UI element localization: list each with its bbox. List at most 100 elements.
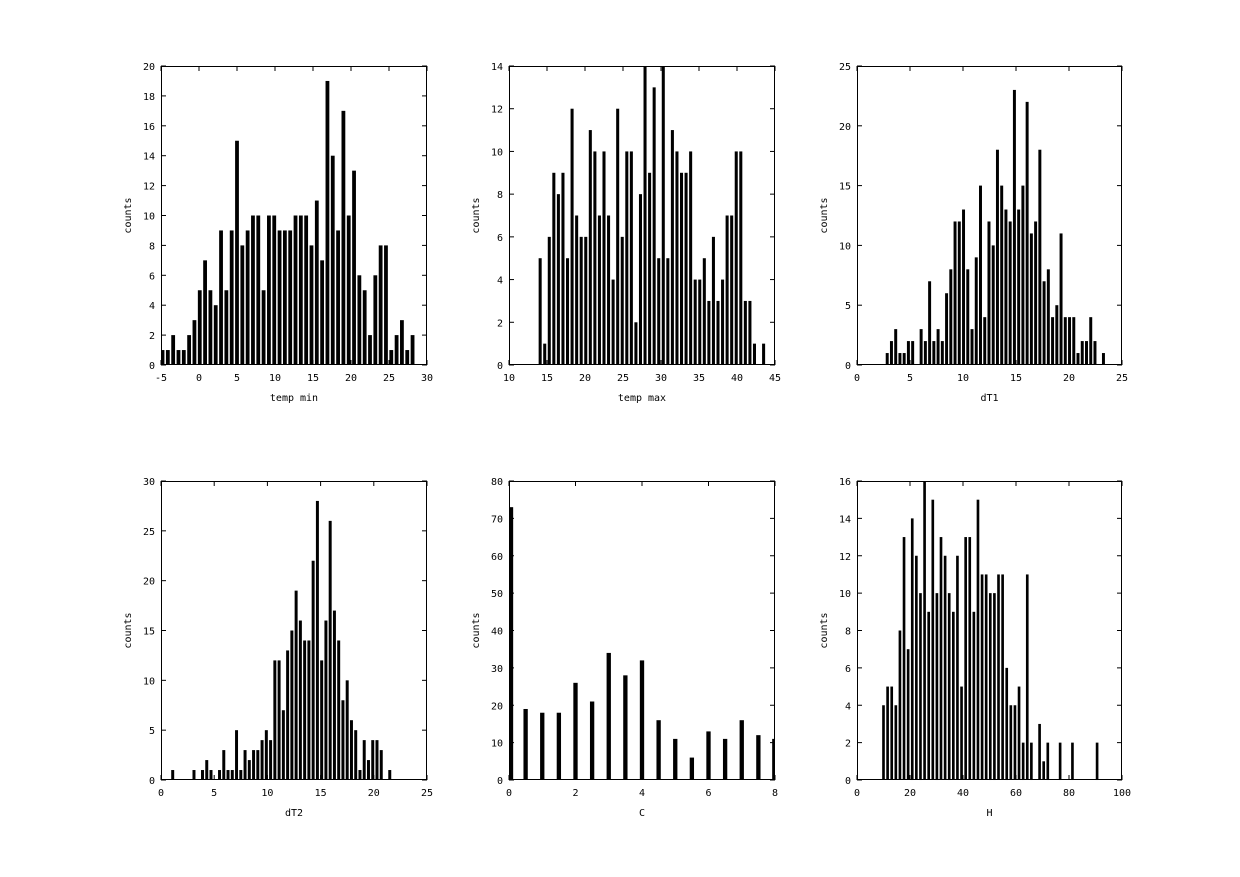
histogram-bar: [328, 520, 332, 780]
histogram-bar: [509, 507, 514, 780]
histogram-bar: [1009, 705, 1013, 780]
histogram-bar: [304, 215, 309, 365]
histogram-bar: [1038, 723, 1041, 780]
histogram-bar: [693, 279, 697, 365]
y-tick-label: 12: [839, 552, 851, 563]
y-tick-label: 12: [491, 105, 503, 116]
histogram-bar: [962, 209, 966, 365]
x-tick-label: 45: [769, 373, 781, 384]
y-tick-label: 40: [491, 627, 503, 638]
histogram-bar: [974, 257, 978, 365]
x-tick-label: 40: [957, 788, 969, 799]
histogram-bar: [239, 770, 243, 780]
y-tick-label: 20: [143, 62, 155, 73]
histogram-bar: [176, 350, 181, 365]
y-tick-label: 2: [497, 318, 503, 329]
histogram-bar: [1093, 341, 1097, 365]
histogram-bar: [894, 329, 898, 365]
histogram-bar: [1005, 667, 1009, 781]
x-tick-label: 25: [617, 373, 629, 384]
histogram-bar: [919, 593, 922, 781]
histogram-bar: [362, 740, 366, 780]
histogram-bar: [341, 110, 346, 365]
x-axis-label: dT2: [285, 808, 303, 819]
histogram-bar: [247, 760, 251, 780]
histogram-panel-2: 10 15 20 25 30 35 40 45 0 2 4 6 8 10 12 14 temp max count…: [471, 62, 781, 404]
histogram-bar: [362, 290, 367, 365]
x-tick-label: 20: [345, 373, 357, 384]
histogram-bar: [988, 593, 992, 781]
x-tick-label: 100: [1113, 788, 1131, 799]
y-axis-label: counts: [123, 197, 134, 233]
x-axis-label: temp min: [270, 393, 318, 404]
x-tick-label: 15: [541, 373, 553, 384]
histogram-bar: [1042, 761, 1046, 780]
histogram-bar: [616, 108, 620, 366]
histogram-bar: [330, 155, 335, 365]
histogram-bar: [706, 731, 711, 780]
histogram-bar: [226, 770, 230, 780]
y-tick-label: 5: [149, 726, 155, 737]
y-tick-label: 4: [497, 276, 503, 287]
histogram-bar: [772, 738, 775, 780]
histogram-bar: [716, 300, 720, 365]
histogram-bar: [1004, 209, 1008, 365]
y-tick-label: 14: [143, 152, 155, 163]
histogram-bar: [976, 499, 980, 780]
histogram-bar: [589, 701, 595, 780]
histogram-bar: [379, 750, 383, 780]
y-tick-label: 0: [497, 361, 503, 372]
x-axis-label: C: [639, 808, 645, 819]
histogram-bar: [1017, 209, 1021, 365]
histogram-bar: [394, 335, 399, 365]
histogram-bar: [187, 335, 192, 365]
histogram-bar: [229, 230, 234, 365]
histogram-bar: [273, 660, 277, 780]
histogram-bar: [218, 770, 222, 780]
y-axis-label: counts: [123, 612, 134, 648]
histogram-bar: [919, 329, 923, 365]
histogram-bar: [171, 335, 176, 365]
histogram-bar: [902, 537, 906, 780]
histogram-bar: [1025, 101, 1029, 365]
histogram-bar: [743, 300, 747, 365]
histogram-bar: [725, 215, 729, 365]
histogram-bar: [260, 740, 264, 780]
plot-frame: [161, 481, 427, 780]
histogram-bar: [890, 686, 894, 780]
histogram-bar: [1021, 742, 1025, 781]
histogram-bar: [345, 680, 349, 780]
histogram-bar: [543, 343, 547, 365]
histogram-bar: [307, 640, 311, 780]
x-tick-label: 0: [854, 373, 860, 384]
histogram-bar: [171, 770, 175, 780]
y-tick-label: 0: [845, 361, 851, 372]
histogram-bar: [1071, 742, 1074, 781]
x-tick-label: 0: [158, 788, 164, 799]
histogram-bar: [730, 215, 734, 365]
histogram-bar: [1080, 341, 1084, 365]
histogram-bar: [1042, 281, 1046, 365]
histogram-bar: [290, 630, 294, 780]
histogram-bar: [373, 275, 378, 365]
histogram-bar: [638, 194, 642, 365]
y-tick-label: 4: [149, 301, 155, 312]
histogram-bar: [205, 760, 209, 780]
histogram-panel-4: 0 5 10 15 20 25 0 5 10 15 20 25 30 dT2 counts: [123, 477, 433, 819]
histogram-bar: [197, 290, 202, 365]
histogram-bar: [378, 245, 383, 365]
histogram-bar: [336, 230, 340, 365]
y-tick-label: 10: [839, 589, 851, 600]
histogram-bar: [593, 151, 597, 365]
y-tick-label: 20: [143, 577, 155, 588]
x-tick-label: 20: [1063, 373, 1075, 384]
histogram-bar: [222, 750, 226, 780]
histogram-bar: [707, 300, 711, 365]
histogram-bar: [213, 305, 218, 365]
y-tick-label: 2: [149, 331, 155, 342]
y-tick-label: 60: [491, 552, 503, 563]
histogram-bar: [256, 750, 260, 780]
histogram-bar: [1055, 305, 1059, 365]
histogram-bar: [906, 341, 910, 365]
